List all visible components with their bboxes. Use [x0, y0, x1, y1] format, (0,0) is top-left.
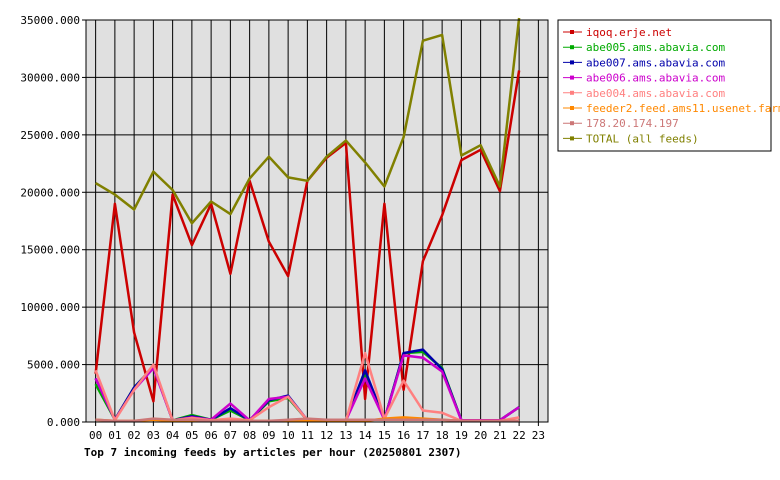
series-line	[95, 417, 520, 423]
legend-swatch-marker	[570, 60, 574, 65]
x-tick-label: 09	[262, 429, 275, 442]
legend-label: abe006.ams.abavia.com	[586, 72, 725, 85]
x-tick-label: 06	[205, 429, 218, 442]
x-tick-label: 17	[416, 429, 429, 442]
legend-label: TOTAL (all feeds)	[586, 132, 699, 145]
legend-label: abe004.ams.abavia.com	[586, 87, 725, 100]
legend-swatch-marker	[570, 30, 574, 34]
legend-label: abe005.ams.abavia.com	[586, 41, 725, 54]
x-tick-label: 14	[359, 429, 373, 442]
legend-swatch-marker	[570, 90, 574, 95]
plot-area	[86, 20, 548, 422]
legend-label: feeder2.feed.ams11.usenet.farm	[586, 102, 780, 115]
x-tick-label: 20	[474, 429, 487, 442]
y-tick-label: 25000.000	[20, 129, 80, 142]
x-tick-label: 22	[513, 429, 526, 442]
x-tick-label: 18	[436, 429, 449, 442]
x-tick-label: 04	[166, 429, 180, 442]
y-tick-label: 0.000	[47, 416, 80, 429]
legend-swatch-marker	[570, 106, 574, 110]
y-tick-label: 5000.000	[27, 359, 80, 372]
y-tick-label: 10000.000	[20, 301, 80, 314]
y-tick-label: 15000.000	[20, 244, 80, 257]
x-tick-label: 02	[128, 429, 141, 442]
legend-swatch-marker	[570, 121, 574, 126]
legend-swatch-marker	[570, 75, 574, 80]
legend-box	[557, 19, 772, 152]
plot-border	[85, 19, 549, 423]
x-tick-label: 13	[339, 429, 352, 442]
legend-swatch-marker	[570, 45, 574, 50]
x-tick-label: 05	[185, 429, 198, 442]
x-tick-label: 01	[108, 429, 121, 442]
x-tick-label: 11	[301, 429, 314, 442]
legend-label: abe007.ams.abavia.com	[586, 56, 725, 69]
x-tick-label: 00	[89, 429, 102, 442]
x-tick-label: 07	[224, 429, 237, 442]
x-tick-label: 15	[378, 429, 391, 442]
chart-title: Top 7 incoming feeds by articles per hou…	[84, 446, 462, 459]
x-tick-label: 19	[455, 429, 468, 442]
x-axis-ticks: 00 01 02 03 04 05 06 07 08 09 10 11 12 13 14 15 16 17 18 19…	[89, 422, 545, 442]
y-tick-label: 30000.000	[20, 71, 80, 84]
legend-swatch-marker	[570, 136, 574, 141]
x-tick-label: 21	[493, 429, 506, 442]
x-tick-label: 03	[147, 429, 160, 442]
x-tick-label: 23	[532, 429, 545, 442]
legend-label: iqoq.erje.net	[586, 26, 672, 39]
legend-label: 178.20.174.197	[586, 117, 679, 130]
x-tick-label: 12	[320, 429, 333, 442]
y-axis-ticks: 0.000 5000.000 10000.000 15000.000 20000.000…	[20, 14, 86, 429]
x-tick-label: 10	[282, 429, 295, 442]
y-tick-label: 35000.000	[20, 14, 80, 27]
legend: iqoq.erje.net abe005.ams.abavia.com abe007…	[557, 19, 780, 152]
series-line	[94, 17, 521, 225]
x-tick-label: 16	[397, 429, 410, 442]
y-tick-label: 20000.000	[20, 186, 80, 199]
x-tick-label: 08	[243, 429, 256, 442]
series-layer	[94, 17, 521, 423]
